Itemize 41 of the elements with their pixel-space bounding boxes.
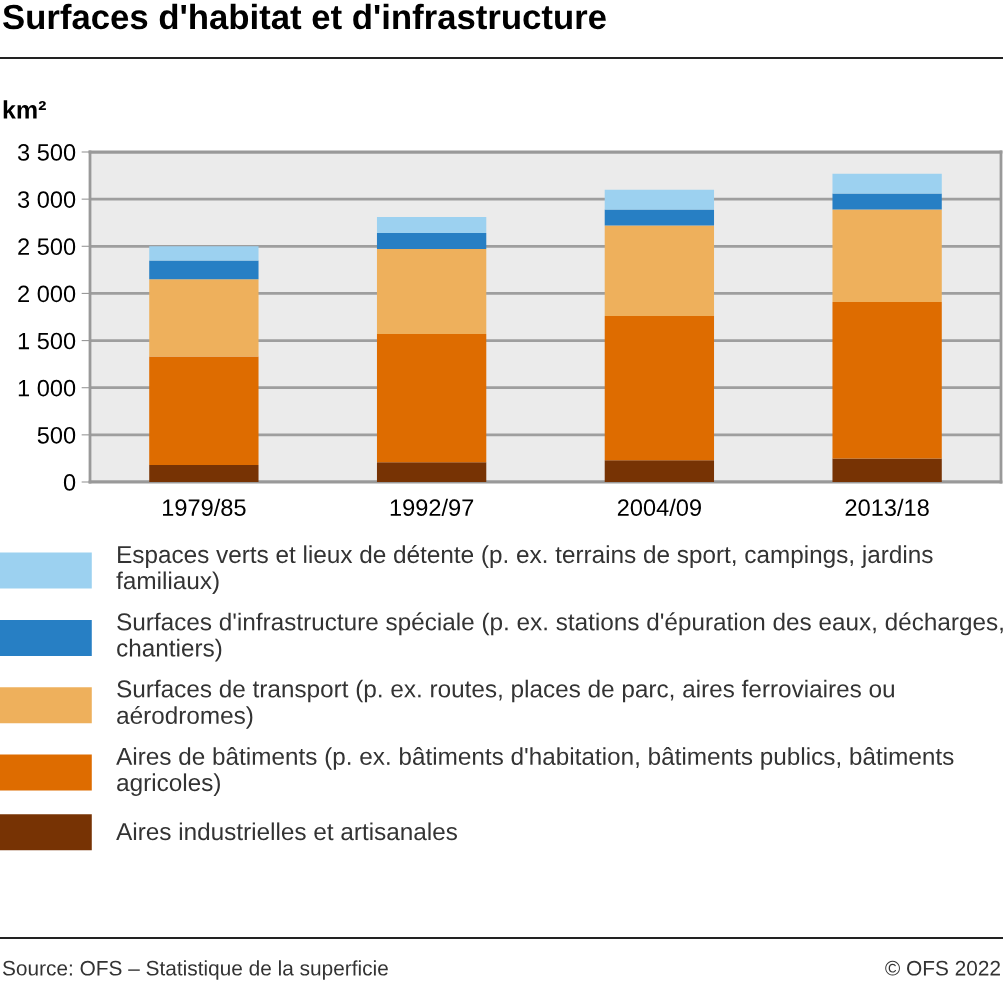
source-note: Source: OFS – Statistique de la superficie: [2, 960, 388, 980]
bar: [832, 301, 942, 459]
bar: [604, 225, 715, 317]
y-tick-label: 3 000: [17, 191, 76, 208]
y-axis-title: km²: [3, 100, 46, 119]
bar: [376, 233, 487, 250]
bar: [376, 462, 487, 482]
bar: [832, 173, 942, 194]
y-tick-label: 500: [37, 426, 76, 444]
y-tick-label: 0: [63, 474, 76, 491]
bar: [832, 209, 942, 302]
y-tick-label: 2 500: [18, 238, 76, 256]
bar: [604, 460, 715, 482]
bar: [376, 333, 487, 463]
x-tick-label: 2013/18: [845, 498, 929, 517]
bar: [149, 246, 259, 261]
bar: [832, 193, 942, 210]
bar: [604, 316, 715, 461]
x-tick-label: 1992/97: [390, 498, 474, 517]
chart-title: Surfaces d'habitat et d'infrastructure: [3, 3, 606, 30]
bar: [376, 249, 487, 334]
y-tick-label: 1 000: [18, 379, 76, 397]
y-tick-label: 1 500: [18, 332, 76, 350]
bar: [149, 279, 259, 357]
legend-label: Aires industrielles et artisanales: [116, 822, 457, 841]
legend-label: Surfaces de transport (p. ex. routes, places de parc, aires ferroviaires ou aérodromes): [117, 679, 894, 729]
bar: [149, 260, 259, 280]
legend-label: Espaces verts et lieux de détente (p. ex. terrains de sport, campings, jardins familiaux): [116, 545, 933, 595]
x-tick-label: 1979/85: [163, 498, 246, 517]
legend-label: Surfaces d'infrastructure spéciale (p. ex. stations d'épuration des eaux, décharges, chantiers): [117, 612, 1003, 662]
x-tick-label: 2004/09: [617, 498, 701, 517]
y-tick-label: 2 000: [18, 285, 76, 303]
bar: [376, 217, 487, 234]
text: © OFS 2022: [885, 960, 1000, 976]
bar: [604, 189, 715, 210]
bar: [604, 209, 715, 226]
bar: [832, 458, 942, 482]
legend-label: Aires de bâtiments (p. ex. bâtiments d'habitation, bâtiments publics, bâtiments agricoles): [116, 747, 954, 797]
bar: [149, 465, 259, 482]
y-tick-label: 3 500: [17, 144, 76, 161]
bar: [149, 356, 259, 466]
